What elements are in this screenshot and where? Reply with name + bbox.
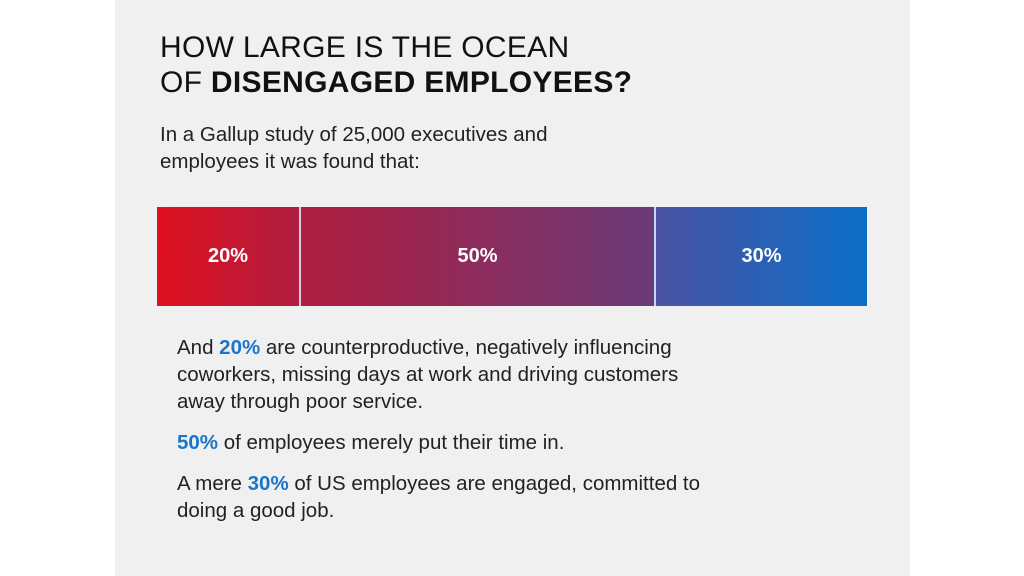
fact-engaged-prefix: A mere xyxy=(177,472,248,495)
bar-segment-3: 30% xyxy=(654,207,867,306)
fact-counterproductive-highlight: 20% xyxy=(219,336,261,359)
bar-segment-label: 30% xyxy=(741,245,782,267)
bar-segment-2: 50% xyxy=(299,207,654,306)
facts-list: And 20% are counterproductive, negativel… xyxy=(177,334,877,538)
fact-counterproductive-line-1: And 20% are counterproductive, negativel… xyxy=(177,334,877,361)
bar-segment-label: 50% xyxy=(457,245,498,267)
fact-engaged-line-1: A mere 30% of US employees are engaged, … xyxy=(177,470,877,497)
fact-time-in-rest: of employees merely put their time in. xyxy=(218,431,565,454)
fact-engaged-rest: of US employees are engaged, committed t… xyxy=(288,472,701,495)
proportion-bar: 20% 50% 30% xyxy=(157,207,867,306)
intro-line-1: In a Gallup study of 25,000 executives a… xyxy=(160,123,548,146)
bar-segment-1: 20% xyxy=(157,207,299,306)
fact-time-in-highlight: 50% xyxy=(177,431,219,454)
fact-counterproductive: And 20% are counterproductive, negativel… xyxy=(177,334,877,415)
fact-counterproductive-prefix: And xyxy=(177,336,220,359)
title-line-1: HOW LARGE IS THE OCEAN xyxy=(160,31,570,64)
fact-counterproductive-line-3: away through poor service. xyxy=(177,390,424,413)
title-line-2-prefix: OF xyxy=(160,66,211,99)
title-line-2: OF DISENGAGED EMPLOYEES? xyxy=(160,65,632,100)
intro-line-2: employees it was found that: xyxy=(160,150,420,173)
bar-segment-label: 20% xyxy=(207,245,249,267)
fact-time-in: 50% of employees merely put their time i… xyxy=(177,429,877,456)
fact-counterproductive-line-2: coworkers, missing days at work and driv… xyxy=(177,363,679,386)
title-line-2-bold: DISENGAGED EMPLOYEES? xyxy=(210,66,633,99)
page-title: HOW LARGE IS THE OCEAN OF DISENGAGED EMP… xyxy=(160,30,632,100)
fact-engaged-highlight: 30% xyxy=(247,472,289,495)
fact-engaged-line-2: doing a good job. xyxy=(177,499,335,522)
fact-engaged: A mere 30% of US employees are engaged, … xyxy=(177,470,877,524)
intro-text: In a Gallup study of 25,000 executives a… xyxy=(160,121,780,175)
fact-counterproductive-rest: are counterproductive, negatively influe… xyxy=(260,336,672,359)
fact-time-in-line-1: 50% of employees merely put their time i… xyxy=(177,429,877,456)
